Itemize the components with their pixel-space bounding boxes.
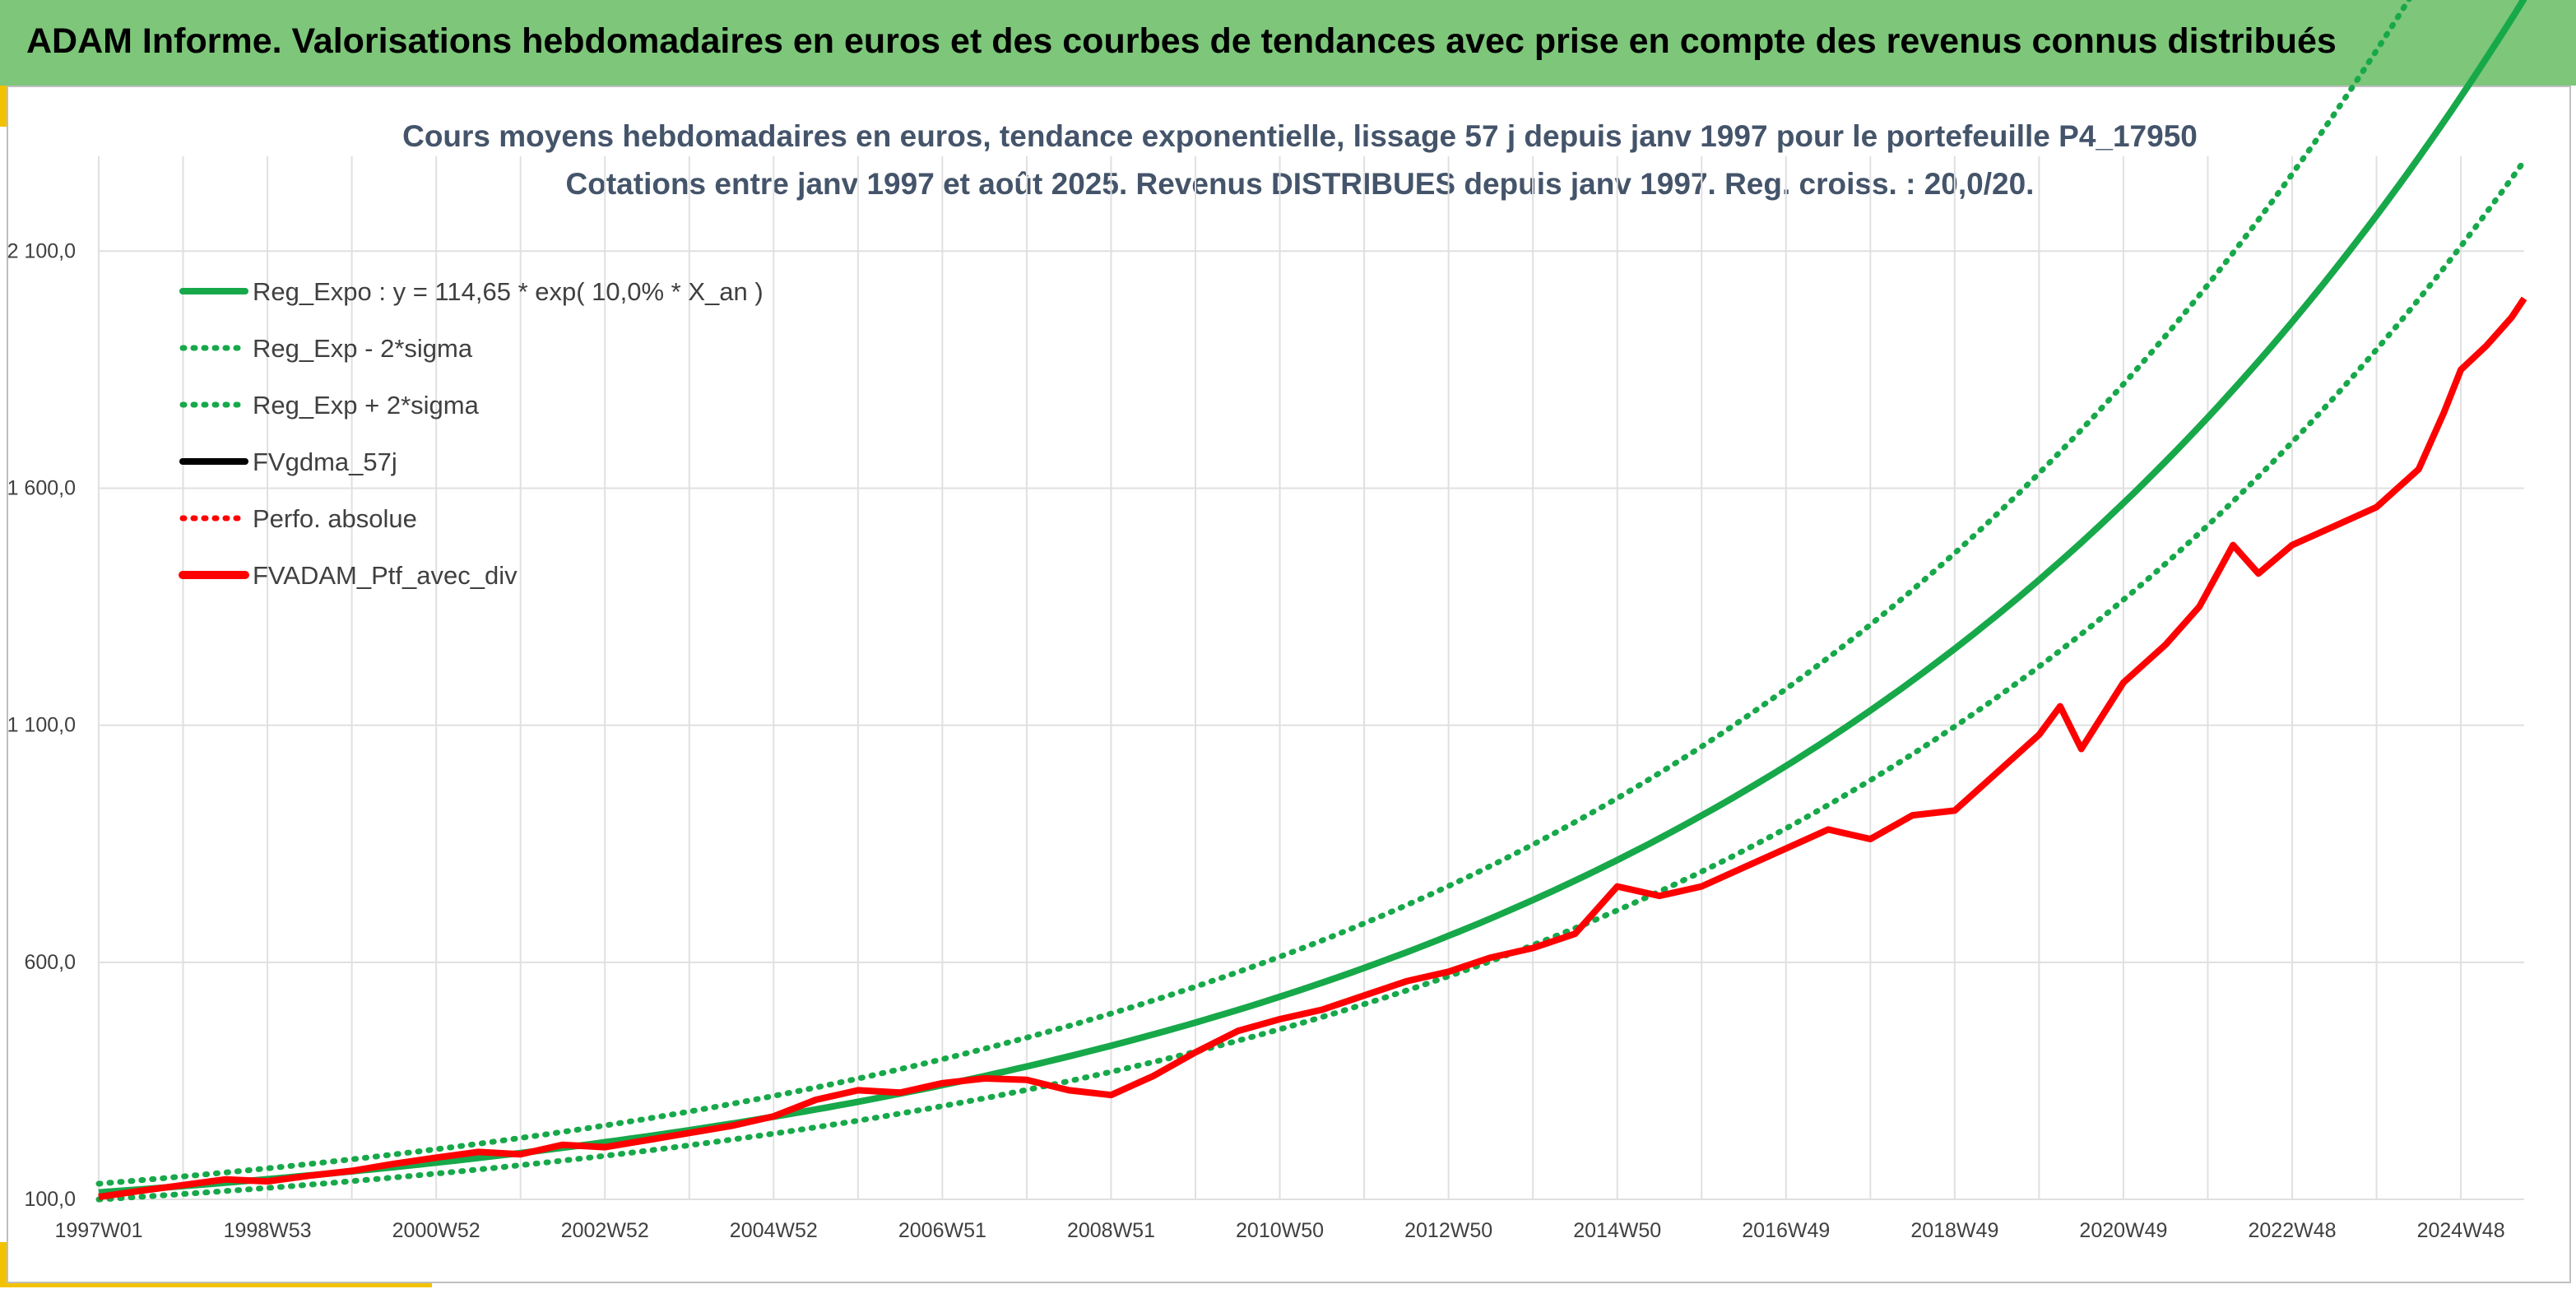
axis-ticks: 100,0 600,0 1 100,0 1 600,0 2 100,0 1997W01 19…: [7, 239, 2505, 1242]
x-tick-label: 2006W51: [898, 1219, 986, 1242]
x-tick-label: 2002W52: [561, 1219, 649, 1242]
header-banner: ADAM Informe. Valorisations hebdomadaire…: [0, 0, 2576, 86]
x-tick-label: 2020W49: [2079, 1219, 2167, 1242]
x-tick-label: 2014W50: [1573, 1219, 1661, 1242]
series-lines: [95, 0, 2527, 1203]
series-portfolio: [98, 296, 2527, 1201]
x-tick-label: 1997W01: [54, 1219, 142, 1242]
legend-label: FVADAM_Ptf_avec_div: [253, 561, 518, 590]
x-tick-label: 2024W48: [2417, 1219, 2505, 1242]
y-tick-label: 1 600,0: [7, 476, 76, 499]
x-tick-label: 1998W53: [224, 1219, 312, 1242]
y-tick-label: 1 100,0: [7, 714, 76, 737]
chart-title: Cours moyens hebdomadaires en euros, ten…: [402, 119, 2198, 153]
x-tick-label: 2016W49: [1742, 1219, 1830, 1242]
x-tick-label: 2008W51: [1067, 1219, 1155, 1242]
legend-label: FVgdma_57j: [253, 447, 397, 476]
x-tick-label: 2022W48: [2249, 1219, 2337, 1242]
legend-label: Reg_Exp - 2*sigma: [253, 334, 473, 363]
series-upper-band: [95, 0, 2412, 1187]
x-tick-label: 2010W50: [1236, 1219, 1324, 1242]
y-tick-label: 2 100,0: [7, 239, 76, 262]
legend-label: Perfo. absolue: [253, 504, 417, 533]
x-tick-label: 2012W50: [1404, 1219, 1492, 1242]
page-title: ADAM Informe. Valorisations hebdomadaire…: [26, 21, 2337, 61]
x-tick-label: 2000W52: [392, 1219, 480, 1242]
legend-label: Reg_Expo : y = 114,65 * exp( 10,0% * X_a…: [253, 277, 764, 306]
chart-subtitle: Cotations entre janv 1997 et août 2025. …: [566, 167, 2035, 201]
legend-label: Reg_Exp + 2*sigma: [253, 391, 480, 420]
chart-frame: [7, 86, 2571, 1283]
series-smoothed: [98, 297, 2527, 1199]
x-tick-label: 2004W52: [730, 1219, 818, 1242]
y-tick-label: 100,0: [24, 1188, 76, 1211]
grid: [98, 156, 2524, 1200]
series-lower-band: [95, 158, 2527, 1203]
x-tick-label: 2018W49: [1910, 1219, 1998, 1242]
y-tick-label: 600,0: [24, 951, 76, 974]
frame-accent-bottom: [0, 1281, 432, 1287]
legend: Reg_Expo : y = 114,65 * exp( 10,0% * X_a…: [179, 277, 764, 590]
